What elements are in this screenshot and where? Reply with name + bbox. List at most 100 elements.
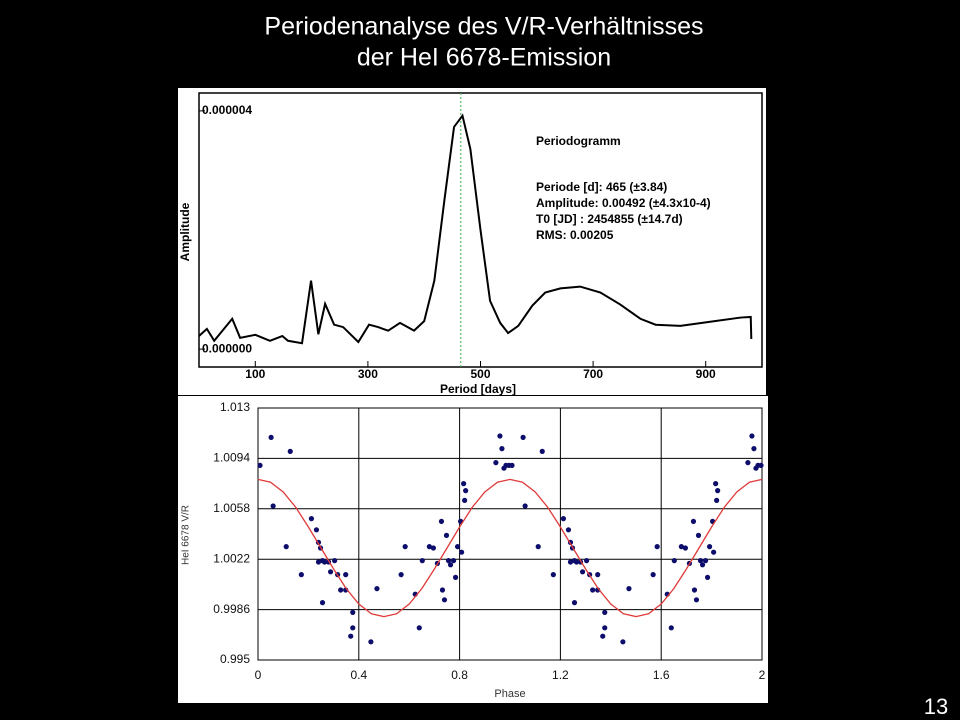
data-point [584,558,590,564]
data-point [321,559,328,565]
data-point [702,558,709,564]
data-point [350,609,356,616]
annotation: Periode [d]: 465 (±3.84) [536,180,667,194]
data-point [499,446,505,452]
data-point [454,544,461,550]
data-point [441,597,448,603]
data-point [620,639,626,645]
data-point [579,569,586,575]
data-point [704,574,711,581]
x-tick-label: 1.6 [653,668,670,682]
data-point [283,544,289,550]
data-point [751,446,757,452]
data-point [695,532,702,539]
data-point [567,559,574,565]
data-point [462,497,468,503]
data-point [590,587,596,593]
data-point [699,562,706,568]
y-tick-label: 1.0058 [213,501,250,515]
annotation: T0 [JD] : 2454855 (±14.7d) [536,212,683,226]
x-tick-label: 300 [358,367,378,381]
data-point [416,625,422,631]
x-axis-label: Period [days] [440,382,516,396]
data-point [602,625,608,631]
data-point [595,572,601,578]
data-point [461,481,467,487]
y-tick-label: 0.000004 [202,103,252,117]
data-point [350,625,356,631]
annotation: Amplitude: 0.00492 (±4.3x10-4) [536,196,711,210]
x-tick-label: 0.8 [451,668,468,682]
x-tick-label: 900 [696,367,716,381]
data-point [745,460,751,466]
x-tick-label: 500 [470,367,490,381]
x-tick-label: 1.2 [552,668,569,682]
data-point [522,503,528,509]
data-point [287,448,293,454]
data-point [509,462,515,468]
data-point [714,497,720,503]
y-axis-label: HeI 6678 V/R [181,505,192,565]
data-point [315,559,322,565]
data-point [298,572,304,578]
data-point [308,516,315,522]
data-point [443,532,450,539]
y-tick-label: 1.013 [220,400,250,414]
data-point [535,544,541,550]
x-tick-label: 2 [759,668,766,682]
x-tick-label: 100 [245,367,265,381]
data-point [749,433,755,439]
annotation: Periodogramm [536,134,621,148]
data-point [313,527,320,533]
y-tick-label: 0.9986 [213,602,250,616]
data-point [348,633,354,639]
data-point [463,488,469,494]
panel [178,88,766,395]
data-point [368,639,374,645]
data-point [270,503,276,509]
data-point [654,544,660,550]
data-point [539,448,545,454]
data-point [697,558,704,564]
x-tick-label: 700 [583,367,603,381]
slide-title-line: Periodenanalyse des V/R-Verhältnisses [264,13,703,41]
y-tick-label: 0.000000 [202,341,252,355]
panel [178,396,768,703]
data-point [319,600,326,606]
data-point [450,558,457,564]
data-point [626,586,632,592]
data-point [438,518,445,525]
data-point [257,462,263,468]
data-point [374,586,380,592]
data-point [668,625,674,631]
y-tick-label: 1.0022 [213,551,250,565]
data-point [690,518,697,525]
data-point [430,545,436,551]
annotation: RMS: 0.00205 [536,228,614,242]
data-point [419,558,425,564]
data-point [715,488,721,494]
data-point [497,433,503,439]
data-point [402,544,408,550]
y-axis-label: Amplitude [178,202,192,261]
data-point [439,587,446,593]
data-point [343,572,349,578]
data-point [493,460,499,466]
page-number: 13 [924,694,948,719]
data-point [565,527,572,533]
periodogram-line [198,113,753,345]
plot-frame [257,407,763,661]
x-tick-label: 0 [255,668,262,682]
data-point [426,544,432,550]
data-point [650,572,656,578]
data-point [327,569,334,575]
data-point [571,600,578,606]
data-point [602,609,608,616]
data-point [520,434,526,440]
data-point [600,633,606,639]
data-point [678,544,684,550]
data-point [691,587,698,593]
x-axis-label: Phase [494,688,525,700]
data-point [459,549,465,555]
